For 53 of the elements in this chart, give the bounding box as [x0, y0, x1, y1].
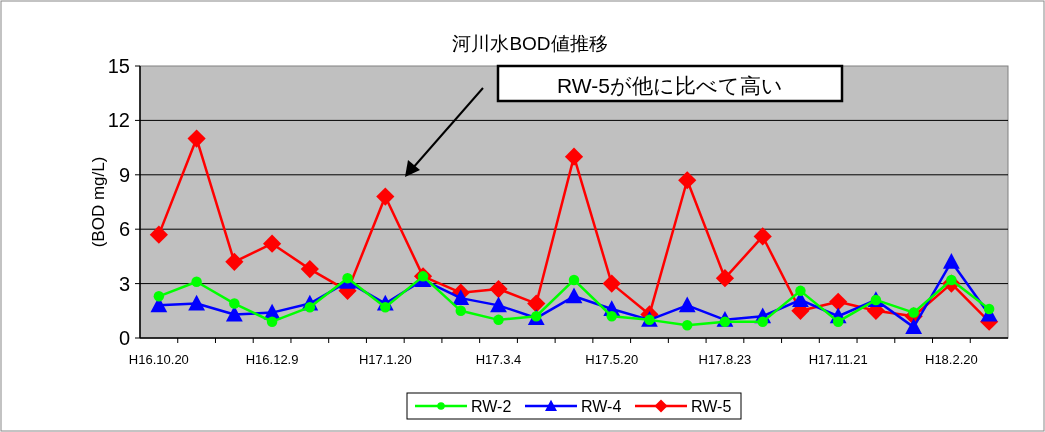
x-tick-label: H17.1.20: [358, 352, 412, 367]
point: [493, 314, 504, 326]
point: [262, 234, 282, 253]
point: [300, 259, 319, 279]
point: [149, 225, 168, 244]
x-tick-label: H17.11.21: [808, 352, 868, 367]
point: [606, 310, 617, 322]
legend-label: RW-4: [581, 398, 622, 415]
point: [715, 269, 735, 288]
point: [452, 289, 470, 306]
point: [942, 253, 960, 269]
point: [678, 171, 697, 190]
point: [490, 296, 507, 313]
chart-title: 河川水BOD値推移: [452, 33, 608, 54]
x-tick-label: H17.5.20: [585, 352, 639, 367]
point: [565, 287, 583, 304]
y-tick-label: 3: [118, 272, 130, 295]
point: [187, 129, 206, 148]
point: [753, 227, 772, 246]
point: [527, 294, 546, 313]
point: [188, 294, 206, 311]
x-tick-label: H16.12.9: [245, 352, 299, 367]
y-tick-label: 6: [118, 218, 130, 241]
annotation: RW-5が他に比べて高い: [557, 74, 783, 97]
x-tick-label: H18.2.20: [925, 352, 978, 367]
x-tick-label: H17.8.23: [698, 352, 752, 367]
legend-label: RW-5: [691, 398, 732, 415]
point: [602, 274, 621, 293]
point: [568, 274, 580, 286]
y-tick-label: 12: [107, 109, 130, 132]
point: [905, 318, 923, 335]
legend-label: RW-2: [471, 398, 512, 415]
point: [681, 320, 693, 331]
point: [757, 316, 768, 327]
point: [455, 305, 467, 317]
point: [153, 291, 165, 302]
point: [376, 187, 395, 206]
point: [191, 276, 202, 288]
x-tick-label: H16.10.20: [128, 352, 189, 367]
point: [795, 285, 806, 297]
y-tick-label: 0: [118, 327, 130, 349]
x-tick-label: H17.3.4: [475, 352, 522, 367]
point: [983, 303, 995, 315]
y-tick-label: 15: [107, 55, 130, 77]
point: [266, 316, 278, 327]
point: [564, 147, 584, 166]
point: [229, 298, 240, 309]
point: [489, 279, 508, 299]
y-axis-title: (BOD mg/L): [89, 156, 108, 248]
point: [829, 292, 848, 311]
y-tick-label: 9: [118, 163, 130, 186]
point: [678, 296, 696, 313]
point: [225, 252, 244, 271]
